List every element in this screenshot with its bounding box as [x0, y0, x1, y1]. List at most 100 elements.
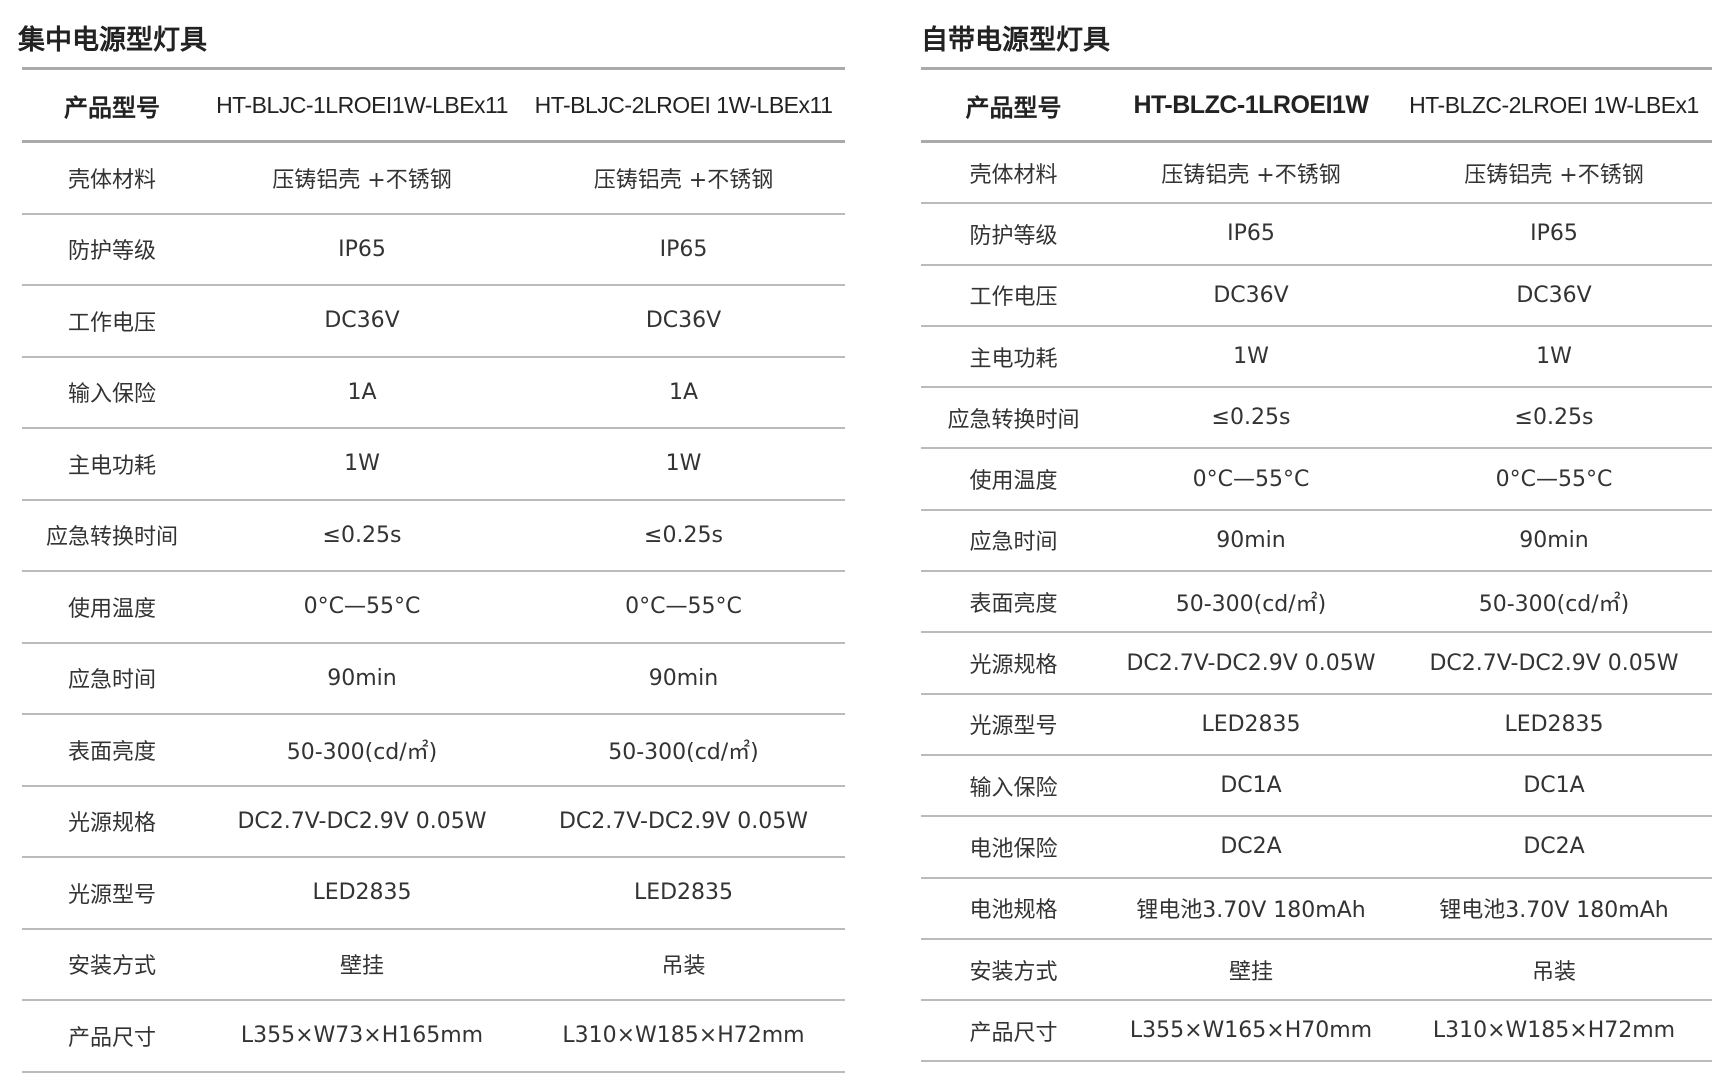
spec-value: ≤0.25s	[1106, 387, 1396, 450]
model-name: HT-BLJC-1LROEI1W-LBEx11	[202, 68, 522, 143]
spec-value: ≤0.25s	[522, 499, 845, 572]
spec-label: 表面亮度	[921, 571, 1106, 634]
spec-value: 锂电池3.70V 180mAh	[1106, 877, 1396, 940]
spec-value: DC1A	[1106, 754, 1396, 818]
table-row: 电池保险 DC2A DC2A	[921, 816, 1712, 879]
table-row: 防护等级 IP65 IP65	[22, 213, 845, 286]
table-row: 光源规格 DC2.7V-DC2.9V 0.05W DC2.7V-DC2.9V 0.0…	[22, 785, 845, 858]
spec-value: DC1A	[1396, 754, 1712, 818]
spec-value: ≤0.25s	[1396, 387, 1712, 450]
spec-value: DC36V	[202, 285, 522, 358]
spec-value: L355×W165×H70mm	[1106, 1000, 1396, 1063]
spec-value: DC2.7V-DC2.9V 0.05W	[1396, 632, 1712, 695]
table-row: 使用温度 0°C—55°C 0°C—55°C	[921, 448, 1712, 511]
spec-value: LED2835	[1396, 693, 1712, 756]
spec-label: 光源型号	[22, 857, 202, 930]
table-row: 产品尺寸 L355×W165×H70mm L310×W185×H72mm	[921, 1000, 1712, 1063]
spec-value: IP65	[1396, 203, 1712, 266]
spec-value: LED2835	[1106, 693, 1396, 756]
spec-label: 应急时间	[921, 509, 1106, 573]
spec-value: 50-300(cd/㎡)	[1396, 571, 1712, 634]
table-row: 安装方式 壁挂 吊装	[22, 928, 845, 1001]
table-row: 壳体材料 压铸铝壳 +不锈钢 压铸铝壳 +不锈钢	[22, 141, 845, 215]
table-row: 安装方式 壁挂 吊装	[921, 938, 1712, 1002]
table-row: 主电功耗 1W 1W	[22, 428, 845, 501]
spec-value: 50-300(cd/㎡)	[202, 714, 522, 787]
spec-label: 产品尺寸	[22, 1000, 202, 1073]
header-label: 产品型号	[921, 68, 1106, 143]
table-row: 应急时间 90min 90min	[22, 642, 845, 715]
spec-label: 光源规格	[22, 785, 202, 858]
spec-value: DC2A	[1106, 816, 1396, 879]
spec-value: 0°C—55°C	[202, 571, 522, 644]
spec-value: 壁挂	[1106, 938, 1396, 1002]
spec-label: 防护等级	[22, 213, 202, 286]
spec-value: LED2835	[522, 857, 845, 930]
spec-label: 主电功耗	[921, 325, 1106, 389]
header-row: 产品型号 HT-BLJC-1LROEI1W-LBEx11 HT-BLJC-2LR…	[22, 68, 845, 143]
table-row: 表面亮度 50-300(cd/㎡) 50-300(cd/㎡)	[22, 714, 845, 787]
table-row: 产品尺寸 L355×W73×H165mm L310×W185×H72mm	[22, 1000, 845, 1073]
spec-label: 应急时间	[22, 642, 202, 715]
spec-value: DC2A	[1396, 816, 1712, 879]
spec-label: 电池保险	[921, 816, 1106, 879]
spec-label: 应急转换时间	[22, 499, 202, 572]
spec-label: 输入保险	[921, 754, 1106, 818]
spec-value: DC36V	[1396, 264, 1712, 327]
table-row: 主电功耗 1W 1W	[921, 325, 1712, 389]
spec-value: 壁挂	[202, 928, 522, 1001]
spec-label: 安装方式	[22, 928, 202, 1001]
spec-label: 主电功耗	[22, 428, 202, 501]
spec-value: L310×W185×H72mm	[522, 1000, 845, 1073]
spec-label: 电池规格	[921, 877, 1106, 940]
spec-label: 壳体材料	[921, 141, 1106, 205]
spec-label: 工作电压	[22, 285, 202, 358]
spec-value: IP65	[522, 213, 845, 286]
spec-value: 90min	[1396, 509, 1712, 573]
spec-value: IP65	[202, 213, 522, 286]
spec-value: 压铸铝壳 +不锈钢	[1106, 141, 1396, 205]
spec-value: 0°C—55°C	[1396, 448, 1712, 511]
table-row: 工作电压 DC36V DC36V	[22, 285, 845, 358]
spec-value: 50-300(cd/㎡)	[1106, 571, 1396, 634]
table-row: 工作电压 DC36V DC36V	[921, 264, 1712, 327]
table-row: 应急转换时间 ≤0.25s ≤0.25s	[22, 499, 845, 572]
spec-label: 应急转换时间	[921, 387, 1106, 450]
spec-value: 压铸铝壳 +不锈钢	[1396, 141, 1712, 205]
spec-label: 表面亮度	[22, 714, 202, 787]
spec-value: LED2835	[202, 857, 522, 930]
header-label: 产品型号	[22, 68, 202, 143]
table-row: 防护等级 IP65 IP65	[921, 203, 1712, 266]
table-row: 电池规格 锂电池3.70V 180mAh 锂电池3.70V 180mAh	[921, 877, 1712, 940]
spec-label: 工作电压	[921, 264, 1106, 327]
spec-value: 吊装	[1396, 938, 1712, 1002]
spec-value: L355×W73×H165mm	[202, 1000, 522, 1073]
spec-value: 90min	[522, 642, 845, 715]
spec-label: 产品尺寸	[921, 1000, 1106, 1063]
spec-value: 90min	[202, 642, 522, 715]
spec-label: 输入保险	[22, 356, 202, 429]
table-row: 光源型号 LED2835 LED2835	[22, 857, 845, 930]
spec-value: L310×W185×H72mm	[1396, 1000, 1712, 1063]
spec-value: 1A	[522, 356, 845, 429]
spec-value: 1A	[202, 356, 522, 429]
spec-label: 光源型号	[921, 693, 1106, 756]
spec-value: 0°C—55°C	[1106, 448, 1396, 511]
spec-label: 安装方式	[921, 938, 1106, 1002]
table-row: 应急时间 90min 90min	[921, 509, 1712, 573]
table-row: 壳体材料 压铸铝壳 +不锈钢 压铸铝壳 +不锈钢	[921, 141, 1712, 205]
spec-value: 90min	[1106, 509, 1396, 573]
spec-value: DC2.7V-DC2.9V 0.05W	[202, 785, 522, 858]
spec-table: 产品型号 HT-BLJC-1LROEI1W-LBEx11 HT-BLJC-2LR…	[22, 67, 845, 1073]
spec-value: 0°C—55°C	[522, 571, 845, 644]
table-row: 应急转换时间 ≤0.25s ≤0.25s	[921, 387, 1712, 450]
spec-label: 壳体材料	[22, 141, 202, 215]
spec-value: IP65	[1106, 203, 1396, 266]
model-name: HT-BLZC-1LROEI1W	[1106, 68, 1396, 143]
spec-value: 压铸铝壳 +不锈钢	[202, 141, 522, 215]
table-row: 使用温度 0°C—55°C 0°C—55°C	[22, 571, 845, 644]
model-name: HT-BLZC-2LROEI 1W-LBEx1	[1396, 68, 1712, 143]
header-row: 产品型号 HT-BLZC-1LROEI1W HT-BLZC-2LROEI 1W-…	[921, 68, 1712, 143]
model-name: HT-BLJC-2LROEI 1W-LBEx11	[522, 68, 845, 143]
spec-label: 光源规格	[921, 632, 1106, 695]
